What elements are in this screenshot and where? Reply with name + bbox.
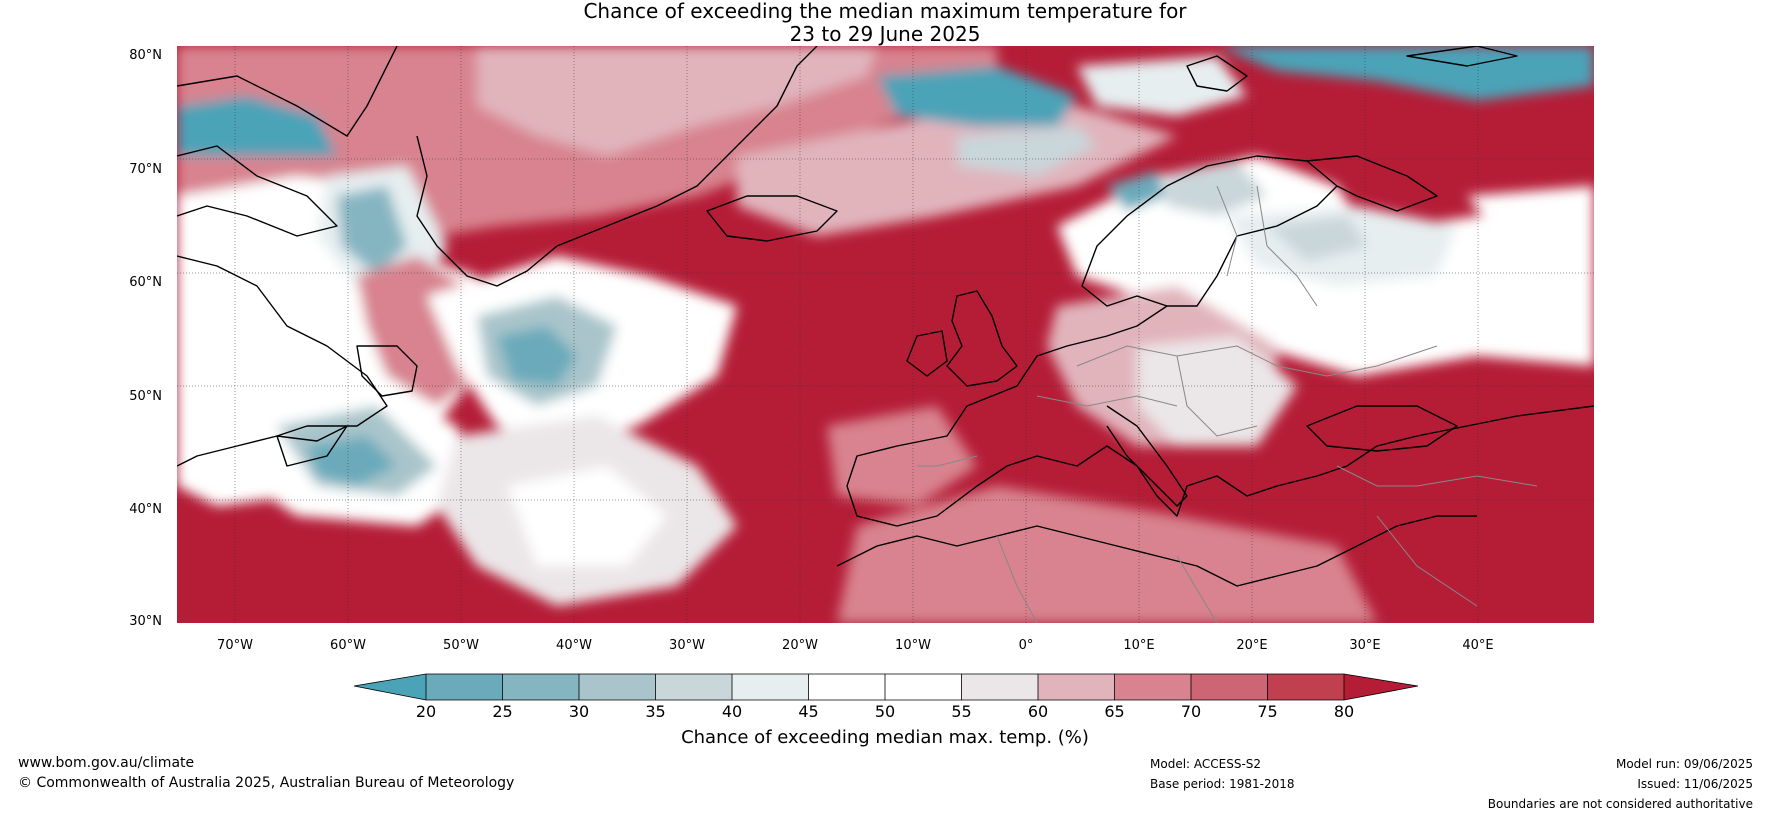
- lon-label-40e: 40°E: [1462, 638, 1494, 653]
- probability-map: [177, 46, 1594, 623]
- colorbar-bin-65-70: [1114, 674, 1191, 700]
- coast-italy: [1106, 405, 1188, 507]
- region-balkans-light: [1137, 336, 1297, 446]
- region-scandinavia-light-blue: [1167, 161, 1267, 216]
- footer-model-run: Model run: 09/06/2025: [1615, 757, 1753, 771]
- region-norway-blue: [1107, 171, 1167, 211]
- colorbar-bin-30-35: [579, 674, 656, 700]
- colorbar-bin-20-25: [426, 674, 503, 700]
- graticule: [177, 46, 1594, 623]
- footer-copyright: © Commonwealth of Australia 2025, Austra…: [18, 775, 515, 791]
- colorbar-tick-50: 50: [874, 702, 896, 721]
- lon-label-20e: 20°E: [1236, 638, 1268, 653]
- colorbar-tick-35: 35: [645, 702, 666, 721]
- colorbar-tick-55: 55: [951, 702, 972, 721]
- coast-svalbard: [1186, 55, 1248, 92]
- colorbar-tick-75: 75: [1257, 702, 1278, 721]
- region-arctic-light: [957, 126, 1097, 176]
- colorbar-bin-35-40: [655, 674, 732, 700]
- lon-label-10e: 10°E: [1123, 638, 1155, 653]
- region-barents-white: [1077, 56, 1247, 116]
- coast-kola: [1306, 155, 1438, 212]
- colorbar-tick-30: 30: [568, 702, 590, 721]
- footer-issued: Issued: 11/06/2025: [1637, 777, 1753, 791]
- colorbar-bin-25-30: [502, 674, 579, 700]
- lon-label-40w: 40°W: [556, 638, 592, 653]
- lon-label-50w: 50°W: [443, 638, 479, 653]
- coast-novaya-zemlya: [1406, 46, 1518, 67]
- colorbar-bin-55-60: [961, 674, 1038, 700]
- colorbar-bin-60-65: [1038, 674, 1115, 700]
- colorbar-tick-20: 20: [415, 702, 437, 721]
- footer-website: www.bom.gov.au/climate: [18, 755, 195, 771]
- lat-label-60n: 60°N: [129, 275, 162, 290]
- map-title-line-1: Chance of exceeding the median maximum t…: [583, 0, 1187, 23]
- lon-label-20w: 20°W: [782, 638, 818, 653]
- footer-base-period: Base period: 1981-2018: [1150, 777, 1295, 791]
- coast-ireland: [906, 330, 948, 377]
- colorbar-tick-60: 60: [1027, 702, 1049, 721]
- map-title-line-2: 23 to 29 June 2025: [789, 22, 981, 46]
- colorbar-tick-45: 45: [798, 702, 819, 721]
- region-russia-blue: [1267, 216, 1367, 261]
- coast-iceland: [706, 195, 838, 242]
- coast-europe-west: [846, 305, 1594, 527]
- lat-label-40n: 40°N: [129, 502, 162, 517]
- colorbar-bin-40-45: [732, 674, 809, 700]
- colorbar-label: Chance of exceeding median max. temp. (%…: [681, 727, 1089, 748]
- region-west-atlantic-blue: [497, 326, 577, 386]
- colorbar-svg: [353, 673, 1419, 701]
- lat-label-50n: 50°N: [129, 389, 162, 404]
- colorbar-tick-25: 25: [492, 702, 513, 721]
- colorbar: [353, 672, 1419, 708]
- coast-greenland-west: [177, 46, 398, 137]
- colorbar-bin-45-50: [808, 674, 885, 700]
- lon-label-10w: 10°W: [895, 638, 931, 653]
- lon-label-60w: 60°W: [330, 638, 366, 653]
- lat-label-30n: 30°N: [129, 614, 162, 629]
- region-arctic-east-white: [1467, 186, 1594, 246]
- colorbar-tick-65: 65: [1104, 702, 1125, 721]
- footer-model: Model: ACCESS-S2: [1150, 757, 1262, 771]
- region-south-blue: [307, 436, 397, 486]
- region-arctic-blue: [877, 66, 1077, 126]
- footer-disclaimer: Boundaries are not considered authoritat…: [1487, 797, 1753, 811]
- region-labrador-blue: [177, 96, 337, 156]
- colorbar-tick-80: 80: [1333, 702, 1355, 721]
- lon-label-30e: 30°E: [1349, 638, 1381, 653]
- country-borders: [917, 185, 1538, 623]
- coast-baffin: [177, 145, 338, 237]
- lon-label-70w: 70°W: [217, 638, 253, 653]
- colorbar-bin-75-80: [1267, 674, 1344, 700]
- coast-black-sea: [1306, 405, 1458, 452]
- probability-field: [177, 46, 1594, 623]
- colorbar-tick-40: 40: [721, 702, 743, 721]
- colorbar-high-extension: [1344, 674, 1418, 700]
- region-north-light-pink: [477, 46, 877, 156]
- coast-north-africa: [836, 515, 1477, 587]
- colorbar-bin-70-75: [1191, 674, 1268, 700]
- lon-label-30w: 30°W: [669, 638, 705, 653]
- coast-greenland: [416, 46, 818, 287]
- region-baffin-blue: [337, 186, 407, 276]
- probability-map-svg: [177, 46, 1594, 623]
- region-iberia-pink: [827, 406, 977, 506]
- lat-label-80n: 80°N: [129, 48, 162, 63]
- colorbar-bin-50-55: [885, 674, 962, 700]
- coast-great-britain: [946, 290, 1018, 387]
- coast-scandinavia: [1081, 155, 1338, 307]
- coast-newfoundland: [356, 345, 418, 397]
- coast-labrador: [177, 255, 388, 467]
- lat-label-70n: 70°N: [129, 162, 162, 177]
- colorbar-low-extension: [354, 674, 426, 700]
- region-north-africa-pink: [837, 486, 1377, 623]
- region-subtropic-white: [507, 466, 667, 566]
- coast-nova-scotia: [276, 425, 348, 467]
- coastlines: [177, 46, 1594, 587]
- colorbar-tick-70: 70: [1180, 702, 1202, 721]
- lon-label-0: 0°: [1018, 638, 1034, 653]
- map-title: Chance of exceeding the median maximum t…: [0, 0, 1770, 46]
